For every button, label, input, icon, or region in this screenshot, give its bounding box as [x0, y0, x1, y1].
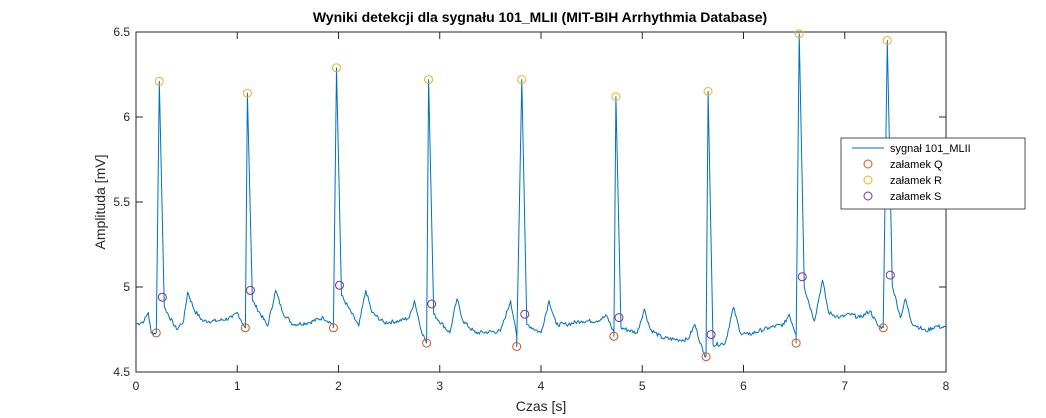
y-axis-label: Amplituda [mV] [92, 155, 108, 250]
s-wave-marker [245, 285, 255, 295]
legend-entry-label: sygnał 101_MLII [890, 143, 971, 155]
y-axis-ticks: 4.5 5 5.5 6 6.5 [113, 25, 946, 379]
legend-entry-label: załamek S [890, 191, 941, 203]
y-tick-label: 6.5 [113, 25, 130, 39]
r-wave-marker [882, 36, 892, 45]
legend-marker-swatch [863, 191, 873, 201]
x-tick-label: 5 [639, 379, 646, 393]
x-tick-label: 8 [943, 379, 950, 393]
q-wave-marker [701, 352, 711, 362]
s-wave-marker [885, 270, 895, 280]
r-wave-marker [517, 75, 527, 85]
r-wave-marker [794, 29, 804, 39]
q-wave-marker [151, 328, 161, 338]
legend-items: sygnał 101_MLII załamek Q załamek R załamek… [852, 143, 971, 203]
r-wave-marker [424, 75, 434, 85]
q-wave-marker [791, 338, 801, 348]
q-wave-marker [422, 338, 432, 348]
q-wave-marker [609, 331, 619, 341]
legend: sygnał 101_MLII załamek Q załamek R załamek… [840, 137, 1026, 210]
x-axis-label: Czas [s] [516, 398, 567, 414]
s-wave-marker [797, 272, 807, 282]
s-wave-marker [157, 292, 167, 302]
legend-marker-swatch [863, 159, 873, 169]
s-wave-marker [706, 330, 716, 340]
r-wave-marker [154, 76, 164, 86]
x-tick-label: 6 [740, 379, 747, 393]
r-wave-marker [611, 92, 621, 102]
y-tick-label: 6 [123, 110, 130, 124]
x-tick-label: 7 [841, 379, 848, 393]
y-tick-label: 5 [123, 280, 130, 294]
plot-axes: 0 1 2 3 4 5 6 7 8 4.5 5 5.5 6 6.5 [113, 25, 949, 393]
r-wave-marker [242, 88, 252, 98]
signal-line [135, 33, 947, 358]
y-tick-label: 4.5 [113, 365, 130, 379]
r-wave-marker [331, 63, 341, 73]
s-wave-marker [520, 309, 530, 319]
plot-series [135, 29, 947, 362]
x-tick-label: 2 [335, 379, 342, 393]
x-axis-ticks: 0 1 2 3 4 5 6 7 8 [133, 32, 950, 393]
chart-title: Wyniki detekcji dla sygnału 101_MLII (MI… [313, 9, 767, 25]
plot-area [135, 31, 947, 373]
q-wave-marker [328, 323, 338, 333]
r-wave-marker [703, 87, 713, 96]
q-wave-marker [240, 323, 250, 333]
legend-marker-swatch [863, 175, 873, 185]
s-wave-marker [427, 299, 437, 309]
q-wave-marker [878, 323, 888, 333]
legend-entry-label: załamek R [890, 175, 942, 187]
s-wave-marker [614, 313, 624, 323]
x-tick-label: 3 [436, 379, 443, 393]
x-tick-label: 4 [538, 379, 545, 393]
s-wave-marker [335, 280, 345, 290]
legend-entry-label: załamek Q [890, 159, 943, 171]
x-tick-label: 1 [234, 379, 241, 393]
q-wave-marker [512, 342, 522, 351]
y-tick-label: 5.5 [113, 195, 130, 209]
x-tick-label: 0 [133, 379, 140, 393]
